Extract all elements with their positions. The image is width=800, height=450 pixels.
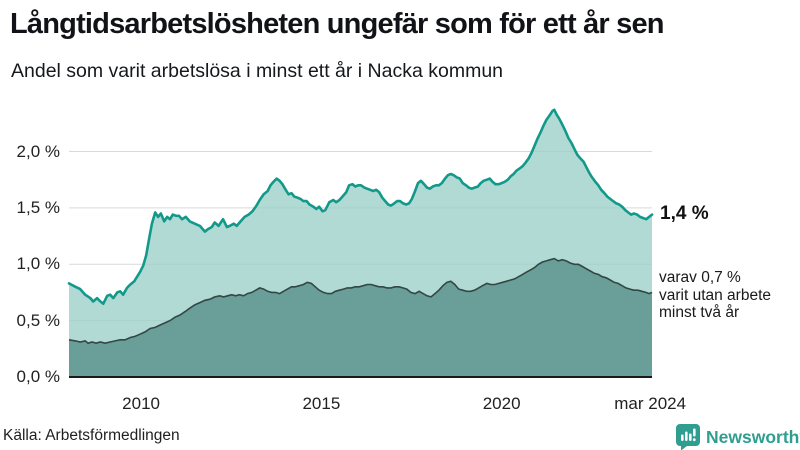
y-tick-label: 1,0 %	[16, 254, 60, 274]
annotation-line: varav 0,7 %	[659, 269, 741, 286]
page-title: Långtidsarbetslösheten ungefär som för e…	[10, 8, 665, 40]
y-tick-label: 1,5 %	[16, 197, 60, 217]
newsworthy-bubble-chart-icon	[676, 424, 700, 450]
two-year-line-series	[68, 257, 653, 345]
y-tick-label: 2,0 %	[16, 141, 60, 161]
y-tick-label: 0,0 %	[16, 367, 60, 386]
brand-name: Newsworthy	[706, 426, 800, 447]
y-tick-label: 0,5 %	[16, 310, 60, 330]
x-tick-label: 2010	[122, 394, 160, 413]
newsworthy-brand: Newsworthy	[676, 424, 800, 450]
source-credit: Källa: Arbetsförmedlingen	[3, 427, 180, 444]
page-subtitle: Andel som varit arbetslösa i minst ett å…	[11, 60, 504, 82]
total-line-series	[67, 108, 654, 305]
x-tick-label: 2020	[482, 394, 521, 413]
x-tick-label: mar 2024	[614, 394, 687, 413]
two-year-annotation: varav 0,7 % varit utan arbete minst två …	[659, 269, 771, 322]
two-year-area-series	[69, 258, 652, 377]
total-end-value-label: 1,4 %	[660, 203, 709, 224]
x-tick-label: 2015	[302, 394, 341, 413]
annotation-line: varit utan arbete	[659, 286, 772, 304]
annotation-line: minst två år	[659, 304, 740, 321]
